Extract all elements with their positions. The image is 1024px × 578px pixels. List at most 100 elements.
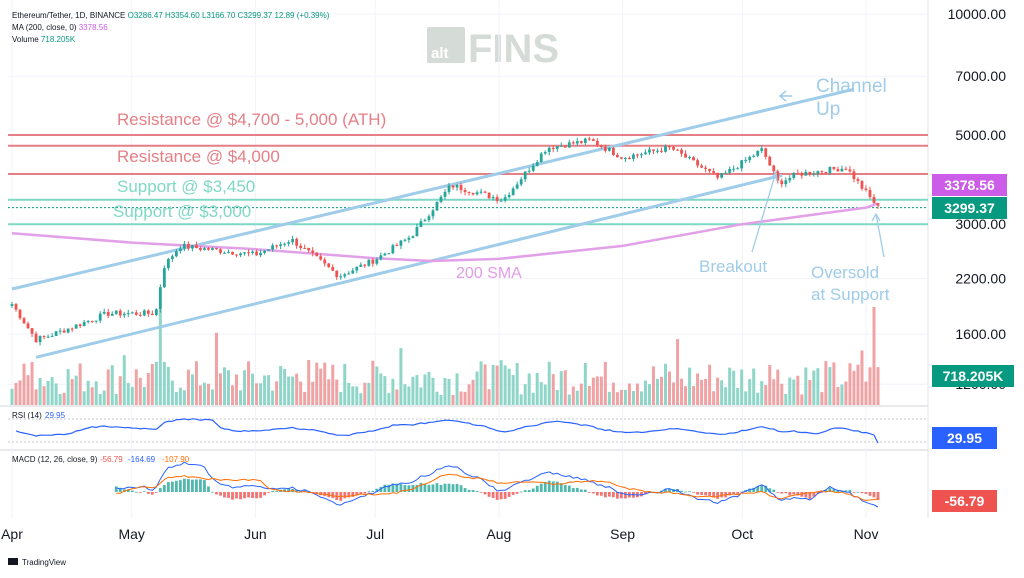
volume-bar xyxy=(166,366,170,405)
macd-histogram-bar xyxy=(768,488,772,492)
candle-body xyxy=(712,171,716,173)
candle-body xyxy=(784,180,788,185)
candle-body xyxy=(419,221,423,227)
candle-body xyxy=(391,245,395,254)
macd-histogram-bar xyxy=(515,492,519,494)
macd-histogram-bar xyxy=(407,485,411,492)
volume-bar xyxy=(820,392,824,405)
volume-bar xyxy=(190,374,194,405)
macd-histogram-bar xyxy=(796,492,800,496)
ohlc-low: L3166.70 xyxy=(201,11,236,20)
candle-body xyxy=(74,324,78,329)
candle-body xyxy=(387,253,391,255)
candle-body xyxy=(824,171,828,174)
candle-body xyxy=(122,313,126,316)
volume-legend: Volume 718.205K xyxy=(12,35,75,45)
volume-bar xyxy=(391,378,395,405)
volume-bar xyxy=(471,379,475,405)
candle-body xyxy=(30,328,34,334)
volume-bar xyxy=(579,383,583,405)
macd-histogram-bar xyxy=(247,492,250,498)
macd-histogram-bar xyxy=(203,480,206,492)
volume-bar xyxy=(114,393,118,405)
candle-body xyxy=(844,168,848,170)
volume-bar xyxy=(214,332,218,405)
macd-histogram-bar xyxy=(680,490,683,492)
candle-body xyxy=(195,245,198,249)
annotation-oversold: Oversold xyxy=(811,263,879,282)
macd-histogram-bar xyxy=(824,489,828,492)
macd-histogram-bar xyxy=(126,489,130,492)
volume-bar xyxy=(752,368,756,405)
macd-histogram-bar xyxy=(587,492,591,493)
macd-histogram-bar xyxy=(664,488,667,492)
volume-bar xyxy=(664,363,668,405)
volume-bar xyxy=(720,380,724,405)
candle-body xyxy=(451,185,455,188)
macd-histogram-bar xyxy=(812,492,816,497)
y-tick-label: 2200.00 xyxy=(955,270,1006,286)
volume-bar xyxy=(559,371,563,405)
candle-body xyxy=(435,201,439,211)
macd-histogram-bar xyxy=(243,492,246,499)
y-tick-label: 5000.00 xyxy=(955,127,1006,143)
candle-body xyxy=(752,155,756,157)
candle-body xyxy=(728,168,732,173)
macd-histogram-bar xyxy=(624,492,627,499)
badge-macd-bg xyxy=(932,490,997,512)
macd-histogram-bar xyxy=(459,485,463,492)
macd-histogram-bar xyxy=(620,492,623,499)
candle-body xyxy=(515,184,519,189)
macd-histogram-bar xyxy=(571,488,575,492)
candle-body xyxy=(832,166,836,170)
macd-histogram-bar xyxy=(760,485,764,492)
candle-body xyxy=(259,252,262,256)
macd-histogram-bar xyxy=(174,480,178,492)
candle-body xyxy=(311,250,315,253)
candle-body xyxy=(174,251,178,257)
candle-body xyxy=(788,177,792,181)
candle-body xyxy=(335,270,339,278)
volume-bar xyxy=(379,373,383,405)
x-tick-label: May xyxy=(118,526,144,542)
volume-bar xyxy=(563,370,567,405)
macd-histogram-bar xyxy=(475,490,479,492)
macd-histogram-bar xyxy=(303,490,307,492)
macd-histogram-bar xyxy=(567,485,571,492)
volume-bar xyxy=(611,382,615,405)
candle-body xyxy=(243,252,246,254)
candle-body xyxy=(768,156,772,166)
candle-body xyxy=(343,274,347,277)
candle-body xyxy=(676,149,679,151)
macd-histogram-bar xyxy=(263,492,266,496)
macd-histogram-bar xyxy=(435,483,439,492)
macd-histogram-bar xyxy=(696,492,699,495)
candle-body xyxy=(98,313,102,321)
volume-bar xyxy=(756,392,760,405)
candle-body xyxy=(303,247,307,249)
volume-bar xyxy=(599,376,603,405)
macd-histogram-bar xyxy=(191,479,194,492)
volume-bar xyxy=(218,373,222,405)
volume-bar xyxy=(186,369,190,405)
macd-histogram-bar xyxy=(375,488,379,492)
volume-bar xyxy=(708,364,712,405)
candle-body xyxy=(351,270,355,274)
volume-bar xyxy=(764,385,768,405)
volume-bar xyxy=(704,378,708,405)
candle-body xyxy=(319,256,323,260)
candle-body xyxy=(611,147,615,155)
volume-bar xyxy=(170,380,174,405)
macd-histogram-bar xyxy=(483,492,487,495)
candle-body xyxy=(527,170,531,172)
volume-bar xyxy=(487,389,491,405)
candle-body xyxy=(804,171,808,176)
candle-body xyxy=(684,153,687,158)
candle-body xyxy=(455,184,459,188)
candle-body xyxy=(507,195,511,198)
macd-histogram-bar xyxy=(764,485,768,492)
macd-histogram-bar xyxy=(223,492,226,498)
volume-bar xyxy=(431,377,435,405)
